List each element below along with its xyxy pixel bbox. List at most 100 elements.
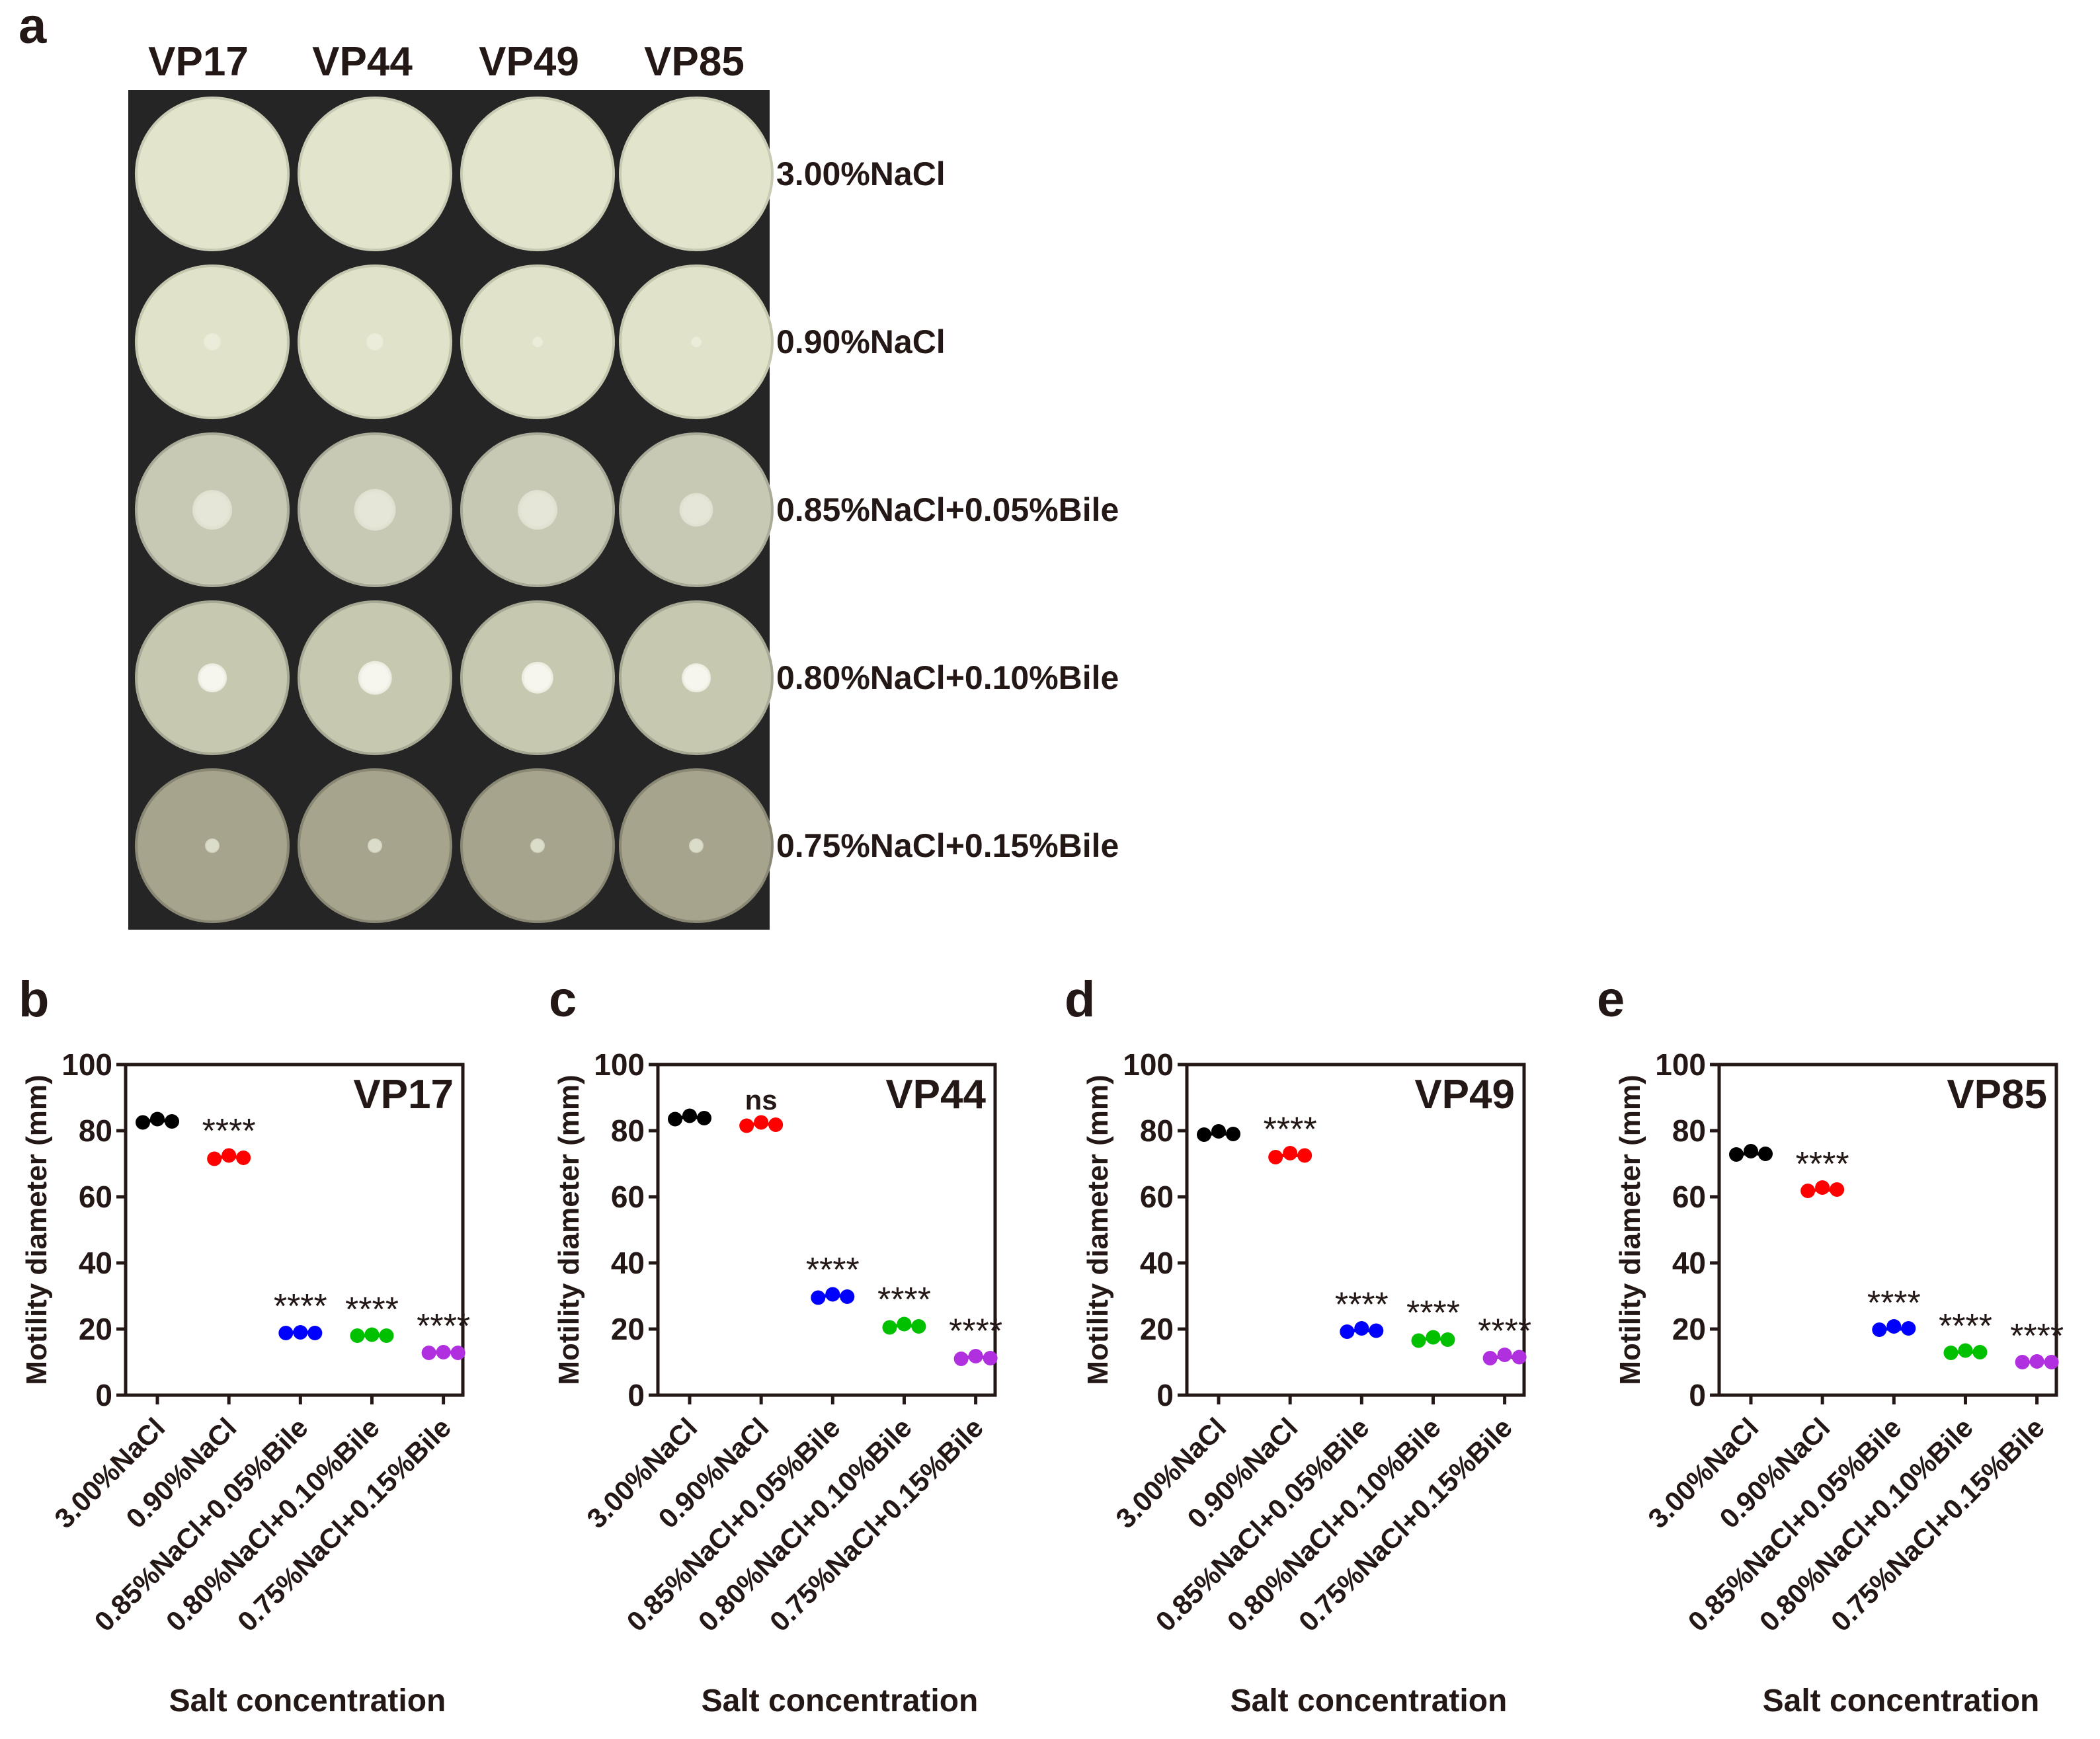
- petri-dish: [298, 768, 452, 923]
- data-point: [165, 1114, 179, 1129]
- chart-title: VP17: [353, 1072, 454, 1117]
- data-point: [953, 1352, 969, 1366]
- panel-letter-b: b: [19, 971, 50, 1028]
- y-tick-label: 100: [61, 1047, 112, 1082]
- chart-title: VP44: [885, 1072, 986, 1117]
- significance-label: ****: [202, 1112, 256, 1151]
- colony-spot: [679, 493, 713, 527]
- data-point: [983, 1351, 998, 1365]
- significance-label: ****: [1939, 1307, 1992, 1346]
- data-point: [2044, 1355, 2059, 1369]
- data-point: [1800, 1184, 1816, 1198]
- data-point: [222, 1148, 237, 1163]
- colony-spot: [205, 838, 220, 853]
- data-point: [1369, 1323, 1384, 1338]
- data-point: [1197, 1127, 1211, 1142]
- petri-dish: [619, 432, 774, 587]
- data-point: [207, 1151, 222, 1166]
- y-axis-label: Motility diameter (mm): [20, 1074, 53, 1385]
- data-point: [825, 1287, 840, 1302]
- plate-row: [128, 258, 774, 426]
- data-point: [1901, 1321, 1916, 1336]
- petri-dish: [460, 768, 615, 923]
- data-point: [1426, 1330, 1441, 1345]
- data-point: [1297, 1148, 1312, 1163]
- y-tick-label: 60: [611, 1180, 645, 1214]
- petri-dish: [460, 97, 615, 251]
- plot-frame: [1185, 1063, 1526, 1397]
- y-tick-label: 60: [1672, 1180, 1706, 1214]
- strain-header-vp85: VP85: [644, 39, 745, 85]
- plot-frame: [656, 1063, 997, 1397]
- petri-dish: [460, 432, 615, 587]
- data-point: [668, 1112, 682, 1127]
- petri-dish: [619, 97, 774, 251]
- colony-spot: [192, 490, 232, 530]
- data-point: [1758, 1147, 1773, 1161]
- y-axis-label: Motility diameter (mm): [1082, 1074, 1114, 1385]
- significance-label: ****: [1406, 1294, 1460, 1332]
- plate-row: [128, 594, 774, 762]
- condition-label: 0.90%NaCl: [776, 323, 946, 360]
- petri-dish: [298, 600, 452, 755]
- significance-label: ****: [1867, 1284, 1921, 1322]
- data-point: [1411, 1333, 1426, 1348]
- condition-label: 0.75%NaCl+0.15%Bile: [776, 827, 1119, 864]
- colony-spot: [691, 337, 702, 347]
- data-point: [968, 1349, 983, 1363]
- petri-dish: [298, 97, 452, 251]
- colony-spot: [366, 333, 384, 350]
- strain-header-vp44: VP44: [312, 39, 413, 85]
- data-point: [278, 1326, 294, 1340]
- x-axis-label: Salt concentration: [702, 1683, 979, 1719]
- significance-label: ns: [745, 1084, 778, 1115]
- y-tick-label: 20: [79, 1312, 112, 1346]
- petri-dish: [619, 768, 774, 923]
- data-point: [1226, 1127, 1240, 1141]
- x-axis-label: Salt concentration: [1763, 1683, 2040, 1719]
- data-point: [379, 1328, 394, 1343]
- data-point: [136, 1115, 150, 1130]
- y-tick-label: 40: [79, 1246, 112, 1280]
- data-point: [2015, 1355, 2030, 1369]
- y-tick-label: 40: [611, 1246, 645, 1280]
- data-point: [1815, 1180, 1830, 1195]
- data-point: [1354, 1321, 1369, 1336]
- plate-row: [128, 90, 774, 258]
- data-point: [739, 1118, 754, 1133]
- data-point: [1729, 1147, 1744, 1162]
- condition-label: 3.00%NaCl: [776, 155, 946, 192]
- petri-dish: [135, 768, 290, 923]
- data-point: [293, 1325, 308, 1340]
- significance-label: ****: [1478, 1313, 1531, 1351]
- y-tick-label: 60: [1140, 1180, 1174, 1214]
- y-axis-label: Motility diameter (mm): [1614, 1074, 1646, 1385]
- data-point: [754, 1115, 769, 1130]
- x-axis-label: Salt concentration: [169, 1683, 446, 1719]
- data-point: [1440, 1332, 1455, 1347]
- data-point: [811, 1290, 826, 1305]
- significance-label: ****: [806, 1251, 860, 1289]
- petri-dish: [298, 264, 452, 419]
- strain-header-vp49: VP49: [479, 39, 579, 85]
- data-point: [1512, 1350, 1527, 1365]
- y-tick-label: 100: [1655, 1047, 1706, 1082]
- panel-letter-c: c: [549, 971, 577, 1028]
- data-point: [436, 1345, 451, 1359]
- significance-label: ****: [274, 1287, 327, 1326]
- petri-dish: [135, 432, 290, 587]
- y-axis-label: Motility diameter (mm): [553, 1074, 585, 1385]
- panel-letter-e: e: [1597, 971, 1625, 1028]
- data-point: [236, 1151, 251, 1165]
- data-point: [1830, 1182, 1845, 1197]
- significance-label: ****: [1335, 1286, 1389, 1324]
- significance-label: ****: [1264, 1111, 1317, 1149]
- significance-label: ****: [877, 1281, 931, 1319]
- y-tick-label: 80: [611, 1113, 645, 1148]
- colony-spot: [532, 337, 543, 347]
- plate-row: [128, 426, 774, 594]
- colony-spot: [689, 838, 704, 853]
